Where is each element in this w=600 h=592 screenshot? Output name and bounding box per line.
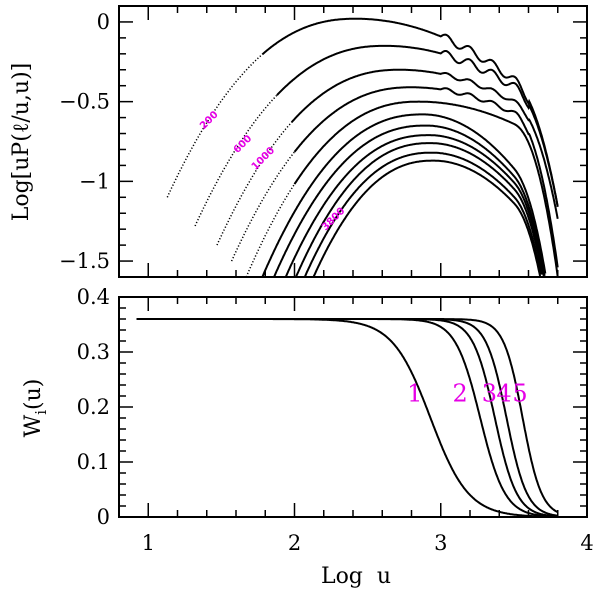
bottom-annotation: 4 xyxy=(496,380,511,408)
bottom-ylabel-main: W xyxy=(21,414,46,437)
y-tick-label: 0 xyxy=(97,505,110,529)
top-series-line xyxy=(273,124,546,278)
top-series-line xyxy=(261,17,559,207)
x-tick-label: 2 xyxy=(288,531,301,555)
top-series-line xyxy=(312,159,542,278)
top-series-line-dotted xyxy=(216,121,293,246)
top-series-line xyxy=(295,142,544,278)
top-curves xyxy=(166,17,559,278)
bottom-annotation: 3 xyxy=(482,380,497,408)
y-tick-label: 0 xyxy=(97,10,110,34)
x-tick-label: 1 xyxy=(142,531,155,555)
bottom-curves xyxy=(136,318,559,518)
top-series-line xyxy=(293,86,559,268)
y-tick-label: 0.2 xyxy=(77,395,110,419)
bottom-series-line xyxy=(136,318,558,518)
y-tick-label: 0.3 xyxy=(77,340,110,364)
top-series-line xyxy=(290,68,559,219)
top-series-line xyxy=(261,113,547,278)
bottom-annotation: 5 xyxy=(512,380,527,408)
y-tick-label: −1 xyxy=(79,169,110,193)
bottom-ylabel: Wi(u) xyxy=(21,379,50,438)
y-tick-label: −1.5 xyxy=(59,249,110,273)
bottom-annotation: 2 xyxy=(452,380,467,408)
bottom-ticks: 00.10.20.30.41 2 3 4 xyxy=(77,285,594,555)
x-tick-label: 3 xyxy=(434,531,447,555)
bottom-ylabel-arg: (u) xyxy=(21,379,46,410)
x-tick-label: 4 xyxy=(580,531,593,555)
bottom-ylabel-sub: i xyxy=(32,410,50,415)
y-tick-label: −0.5 xyxy=(59,90,110,114)
bottom-series-line xyxy=(136,318,559,514)
top-ticks: 0 −0.5 −1 −1.5 xyxy=(59,5,588,278)
top-annotation: 1000 xyxy=(250,145,277,172)
top-series-line xyxy=(284,134,545,278)
y-tick-label: 0.4 xyxy=(77,285,110,309)
top-annotation: 600 xyxy=(232,133,255,156)
top-series-line-dotted xyxy=(166,53,263,198)
top-ylabel: Log[uP(ℓ/u,u)] xyxy=(9,63,34,222)
top-series-line-dotted xyxy=(194,94,278,227)
top-series-line xyxy=(303,151,542,278)
top-plot-frame xyxy=(118,5,588,278)
bottom-annotation: 1 xyxy=(407,380,422,408)
bottom-xlabel: Log u xyxy=(321,564,391,589)
top-series-line-dotted xyxy=(245,183,296,278)
top-series-line xyxy=(276,44,559,207)
top-series-line xyxy=(293,100,559,277)
top-series-line-dotted xyxy=(230,151,296,262)
y-tick-label: 0.1 xyxy=(77,450,110,474)
top-annotation: 200 xyxy=(198,109,221,132)
